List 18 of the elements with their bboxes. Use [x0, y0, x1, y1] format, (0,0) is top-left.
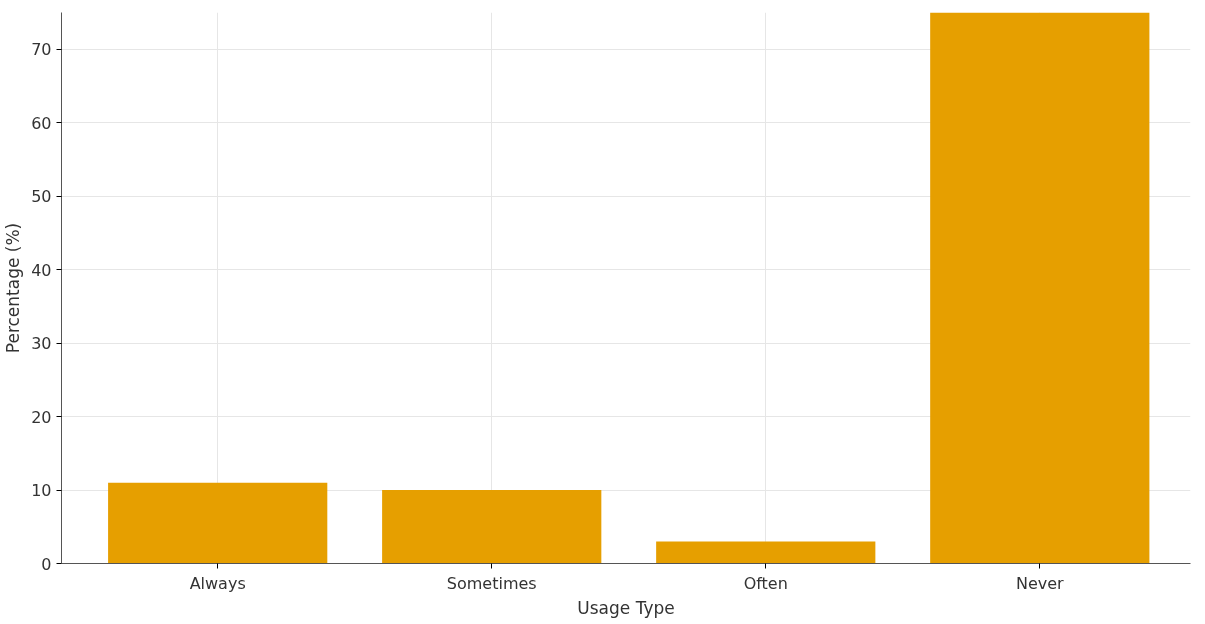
- x-axis-title: Usage Type: [577, 597, 675, 618]
- y-tick-label: 50: [31, 187, 52, 207]
- y-tick-label: 10: [31, 481, 52, 501]
- x-tick-label: Always: [189, 573, 246, 593]
- y-tick-label: 30: [31, 334, 52, 354]
- x-tick-label: Often: [743, 573, 788, 593]
- bar: [930, 12, 1150, 564]
- y-tick-label: 40: [31, 260, 52, 280]
- y-tick-label: 20: [31, 407, 52, 427]
- bar: [382, 490, 602, 564]
- x-tick-label: Never: [1015, 573, 1065, 593]
- bar: [108, 482, 328, 564]
- y-tick-label: 60: [31, 113, 52, 133]
- y-axis-title: Percentage (%): [3, 222, 24, 354]
- y-tick-label: 70: [31, 40, 52, 60]
- x-tick-label: Sometimes: [446, 573, 537, 593]
- bar: [656, 541, 876, 564]
- y-tick-label: 0: [41, 554, 52, 574]
